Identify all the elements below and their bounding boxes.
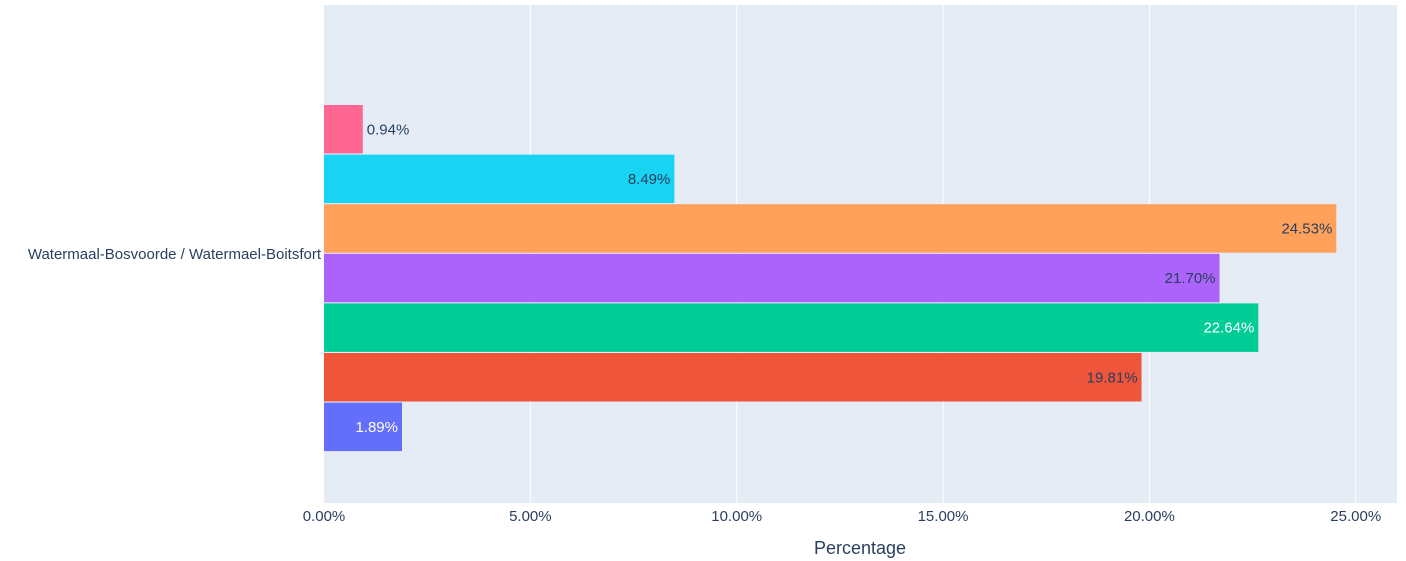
bar-data-label: 21.70%: [1165, 270, 1216, 287]
bar: [324, 154, 675, 204]
bar: [324, 303, 1259, 352]
bar: [324, 204, 1337, 253]
x-tick-label: 20.00%: [1124, 508, 1175, 525]
x-axis-title: Percentage: [814, 538, 906, 558]
data-labels: 1.89% 19.81% 22.64% 21.70% 24.53% 8.49% 0.94%: [355, 121, 1332, 436]
x-tick-label: 10.00%: [711, 508, 762, 525]
bar: [324, 253, 1220, 303]
bar-data-label: 19.81%: [1087, 369, 1138, 386]
bar: [324, 353, 1142, 402]
bar-data-label: 24.53%: [1281, 220, 1332, 237]
bar-data-label: 8.49%: [628, 171, 671, 188]
bar: [324, 402, 402, 452]
x-tick-label: 0.00%: [303, 508, 346, 525]
x-axis-ticks: 0.00% 5.00% 10.00% 15.00% 20.00% 25.00%: [303, 508, 1381, 525]
x-tick-label: 15.00%: [918, 508, 969, 525]
bar: [324, 105, 363, 154]
bars: [324, 105, 1337, 452]
bar-data-label: 22.64%: [1203, 320, 1254, 337]
y-category-label: Watermaal-Bosvoorde / Watermael-Boitsfor…: [28, 246, 322, 263]
x-tick-label: 25.00%: [1330, 508, 1381, 525]
x-tick-label: 5.00%: [509, 508, 552, 525]
bar-data-label: 0.94%: [367, 121, 410, 138]
bar-data-label: 1.89%: [355, 419, 398, 436]
